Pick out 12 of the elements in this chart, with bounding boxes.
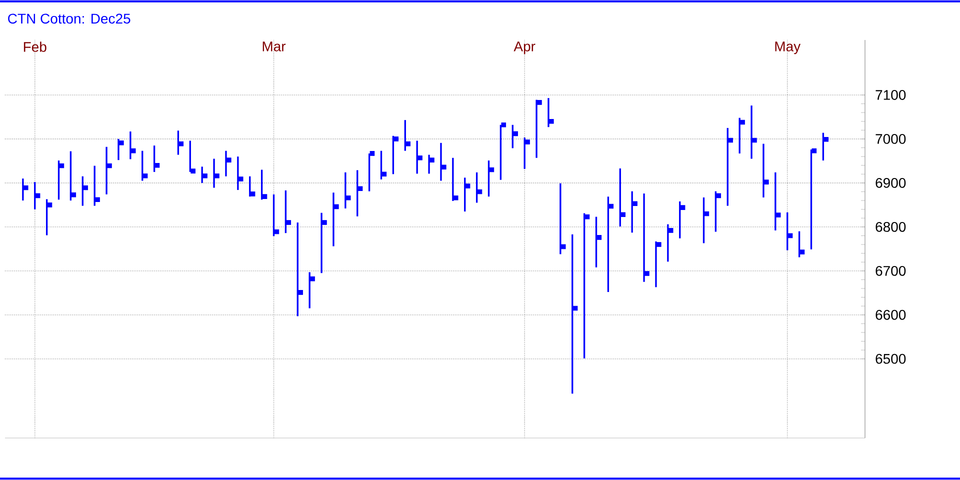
y-tick-label: 7000: [876, 134, 906, 144]
y-tick-label: 7100: [876, 90, 906, 100]
x-tick-label: Feb: [24, 42, 46, 52]
y-tick-label: 6900: [876, 178, 906, 188]
x-tick-label: May: [775, 42, 801, 54]
y-tick-label: 6700: [876, 266, 906, 276]
y-tick-label: 6600: [876, 310, 906, 320]
y-tick-label: 6500: [876, 354, 906, 364]
x-tick-label: Apr: [514, 42, 536, 54]
x-tick-label: Mar: [262, 42, 286, 52]
y-tick-label: 6800: [876, 222, 906, 232]
chart-title: CTN Cotton: Dec25: [8, 14, 130, 24]
